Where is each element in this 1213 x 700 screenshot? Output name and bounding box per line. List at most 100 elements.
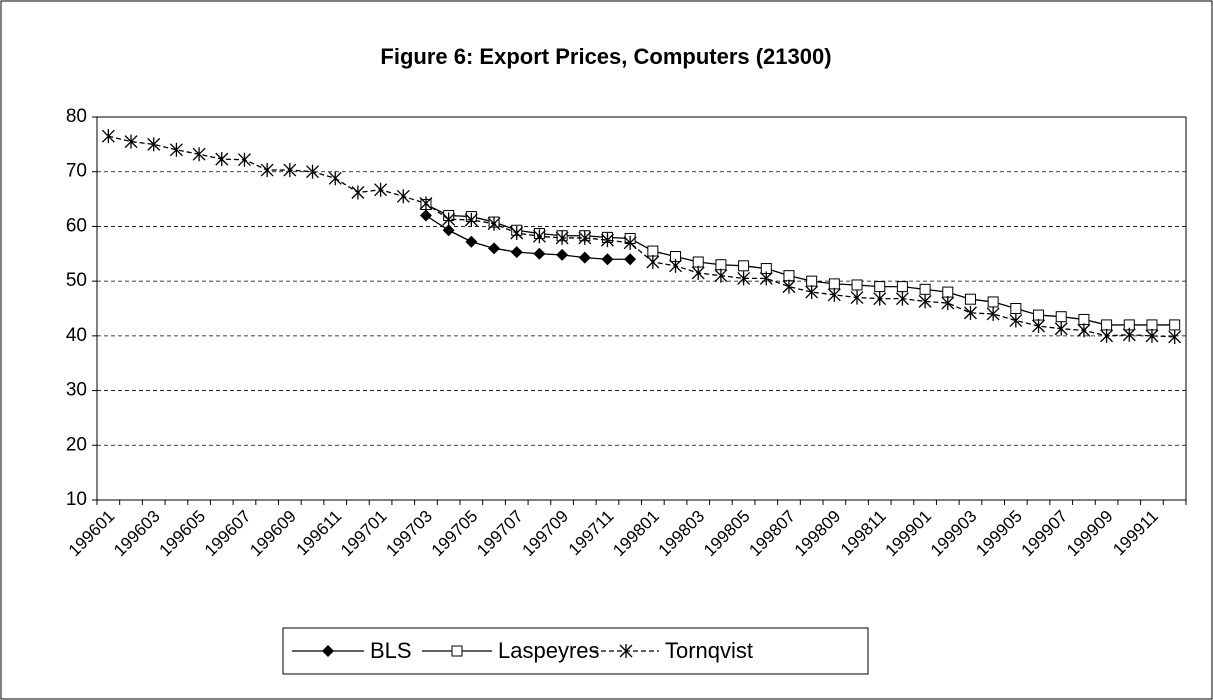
square-marker: [738, 260, 750, 272]
star-marker: [827, 287, 841, 302]
square-marker: [896, 281, 908, 293]
marker-shape: [874, 281, 886, 293]
square-marker: [1055, 311, 1067, 323]
star-marker: [691, 265, 705, 280]
star-marker: [669, 258, 682, 273]
marker-shape: [465, 235, 478, 248]
star-marker: [464, 212, 478, 227]
star-marker: [510, 225, 524, 240]
square-marker: [451, 645, 463, 657]
square-marker: [1146, 319, 1158, 331]
star-marker: [964, 305, 977, 320]
diamond-marker: [322, 645, 334, 657]
marker-shape: [647, 245, 659, 257]
star-marker: [442, 212, 456, 227]
legend-box: [282, 627, 869, 675]
marker-shape: [578, 251, 591, 264]
star-marker: [487, 216, 501, 231]
star-marker: [419, 196, 433, 211]
marker-shape: [942, 286, 954, 298]
star-marker: [124, 134, 138, 149]
star-marker: [169, 142, 183, 157]
diamond-marker: [510, 246, 523, 259]
square-marker: [828, 278, 840, 290]
star-marker: [1168, 329, 1182, 344]
square-marker: [874, 281, 886, 293]
star-marker: [918, 294, 932, 309]
y-tick-label: 80: [66, 106, 87, 127]
star-marker: [850, 290, 864, 305]
star-marker: [215, 152, 229, 167]
marker-shape: [783, 270, 795, 282]
marker-shape: [451, 645, 463, 657]
marker-shape: [322, 645, 334, 657]
legend-label: BLS: [370, 638, 412, 663]
y-tick-label: 20: [66, 434, 87, 455]
star-marker: [1054, 321, 1068, 336]
marker-shape: [1146, 319, 1158, 331]
star-marker: [782, 279, 796, 294]
square-marker: [1101, 319, 1113, 331]
star-marker: [714, 268, 728, 283]
marker-shape: [806, 275, 818, 287]
star-marker: [1122, 327, 1136, 342]
star-marker: [759, 271, 773, 286]
marker-shape: [556, 248, 569, 261]
star-marker: [283, 163, 297, 178]
star-marker: [941, 296, 955, 311]
y-tick-label: 60: [66, 215, 87, 236]
square-marker: [1078, 313, 1090, 325]
diamond-marker: [578, 251, 591, 264]
square-marker: [919, 283, 931, 295]
diamond-marker: [465, 235, 478, 248]
marker-shape: [851, 279, 863, 291]
marker-shape: [919, 283, 931, 295]
marker-shape: [828, 278, 840, 290]
star-marker: [737, 271, 751, 286]
y-tick-label: 50: [66, 270, 87, 291]
square-marker: [692, 256, 704, 268]
marker-shape: [1101, 319, 1113, 331]
series-line: [425, 214, 631, 260]
diamond-marker: [488, 242, 501, 255]
star-marker: [101, 129, 115, 144]
star-marker: [1145, 328, 1159, 343]
diamond-marker: [442, 224, 455, 237]
square-marker: [1033, 309, 1045, 321]
marker-shape: [738, 260, 750, 272]
square-marker: [783, 270, 795, 282]
star-marker: [619, 644, 633, 658]
star-marker: [1009, 313, 1023, 328]
marker-shape: [1010, 303, 1022, 314]
star-marker: [351, 185, 365, 200]
star-marker: [328, 171, 342, 186]
star-marker: [555, 230, 569, 245]
legend-label: Laspeyres: [498, 638, 600, 663]
square-marker: [1010, 303, 1022, 314]
chart-title: Figure 6: Export Prices, Computers (2130…: [380, 44, 831, 69]
square-marker: [715, 259, 727, 271]
series-line: [108, 135, 1175, 338]
marker-shape: [1078, 313, 1090, 325]
star-marker: [306, 164, 319, 179]
square-marker: [851, 279, 863, 291]
diamond-marker: [419, 209, 432, 222]
star-marker: [1100, 328, 1114, 343]
star-marker: [396, 189, 410, 204]
star-marker: [986, 306, 1000, 321]
marker-shape: [964, 293, 976, 305]
star-marker: [260, 163, 274, 178]
marker-shape: [419, 209, 432, 222]
diamond-marker: [624, 253, 637, 266]
series-line: [425, 203, 1175, 326]
marker-shape: [624, 253, 637, 266]
marker-shape: [1169, 319, 1181, 331]
star-marker: [238, 152, 251, 167]
y-tick-label: 70: [66, 161, 87, 182]
square-marker: [1169, 319, 1181, 331]
star-marker: [532, 229, 546, 244]
marker-shape: [1033, 309, 1045, 321]
marker-shape: [715, 259, 727, 271]
